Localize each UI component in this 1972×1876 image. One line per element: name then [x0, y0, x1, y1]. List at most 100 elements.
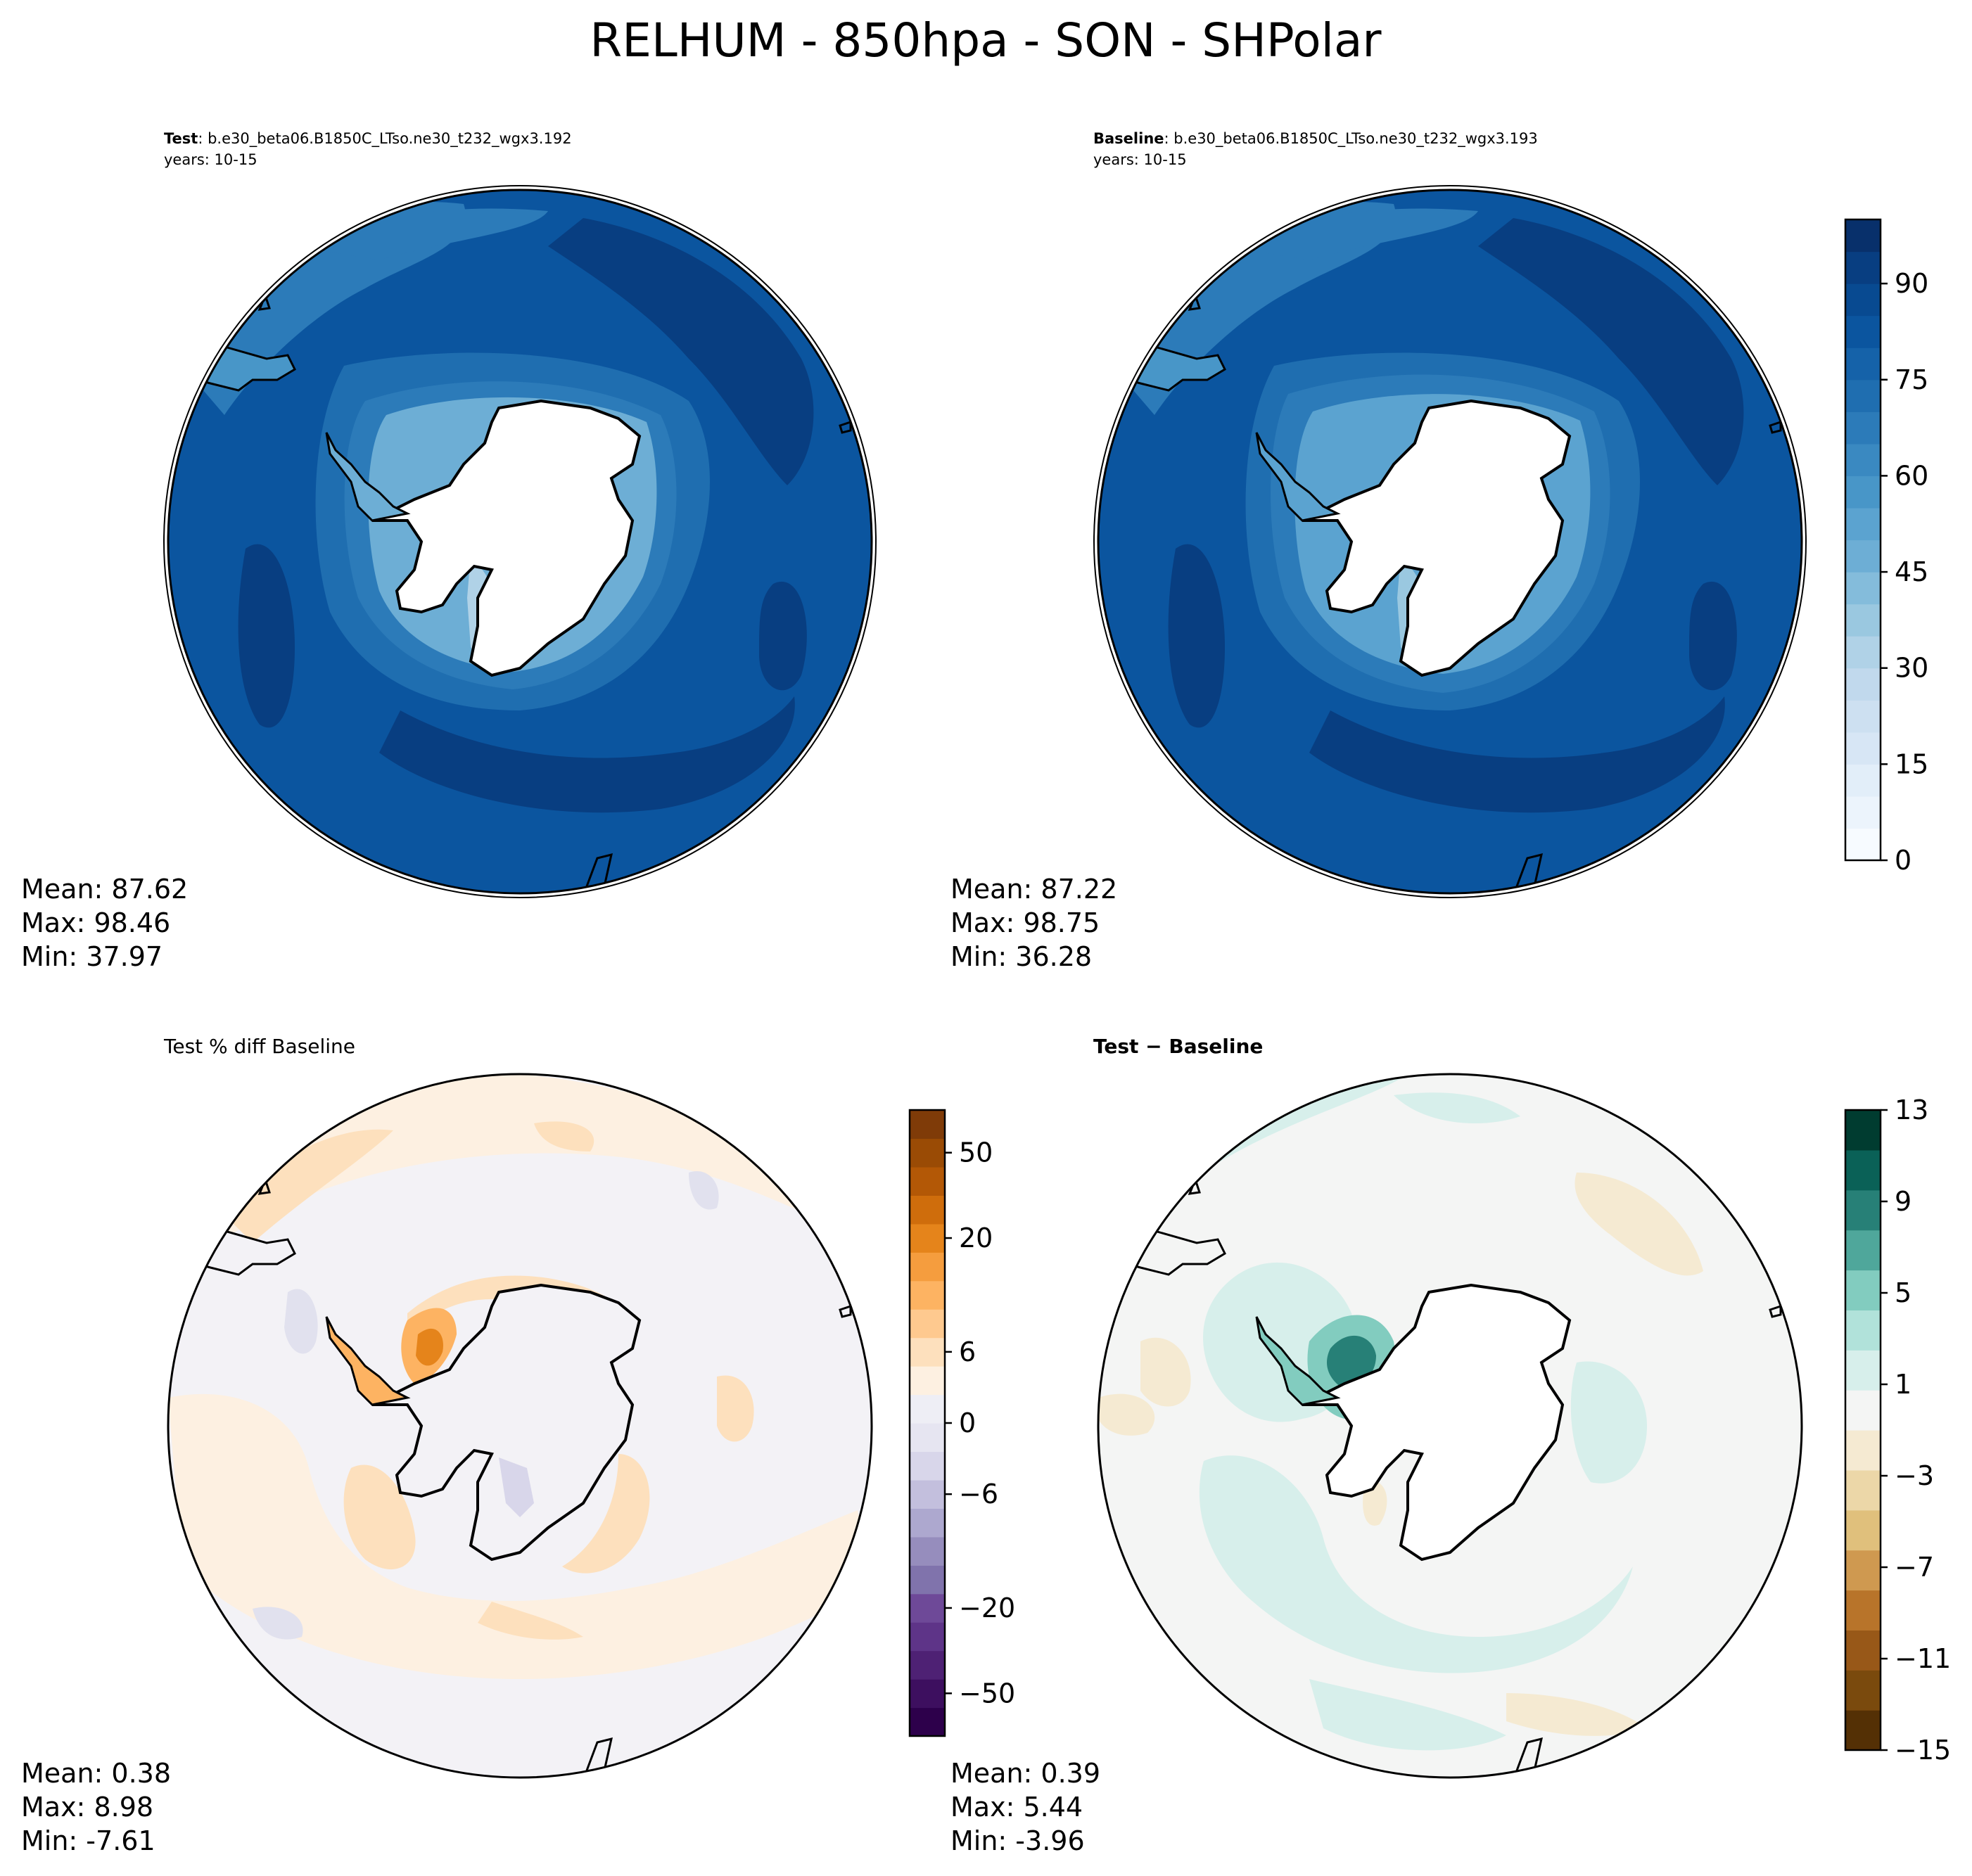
colorbar-diff-swatch [1845, 1590, 1881, 1631]
colorbar-diff-swatch [1845, 1430, 1881, 1471]
figure-title: RELHUM - 850hpa - SON - SHPolar [590, 13, 1382, 68]
colorbar-pct-tick-label: −6 [959, 1479, 998, 1510]
colorbar-main-swatch [1845, 476, 1881, 509]
baseline-years: years: 10-15 [1093, 151, 1187, 168]
colorbar-diff-tick-label: 1 [1895, 1369, 1911, 1400]
colorbar-diff-tick-label: −15 [1895, 1735, 1951, 1766]
colorbar-diff-swatch [1845, 1510, 1881, 1551]
pct-diff-header: Test % diff Baseline [163, 1035, 355, 1058]
colorbar-diff-swatch [1845, 1189, 1881, 1231]
colorbar-main-tick-label: 90 [1895, 268, 1928, 299]
colorbar-pct-swatch [910, 1337, 945, 1367]
colorbar-pct-swatch [910, 1195, 945, 1225]
panel-diff: Test − Baseline [950, 1035, 1803, 1856]
colorbar-main-swatch [1845, 443, 1881, 476]
test-stat-max: Max: 98.46 [21, 907, 170, 938]
colorbar-main-swatch [1845, 347, 1881, 381]
test-stat-min: Min: 37.97 [21, 941, 163, 972]
baseline-stat-mean: Mean: 87.22 [950, 874, 1117, 905]
colorbar-pct-swatch [910, 1394, 945, 1424]
colorbar-diff-swatch [1845, 1469, 1881, 1511]
colorbar-main-swatch [1845, 572, 1881, 605]
test-header-bold: Test [164, 130, 198, 147]
colorbar-pct-tick-label: 50 [959, 1137, 993, 1168]
colorbar-main-swatch [1845, 796, 1881, 829]
colorbar-main-swatch [1845, 219, 1881, 253]
colorbar-diff-tick-label: 13 [1895, 1095, 1928, 1125]
colorbar-diff: −15 −11 −7 −3 1 5 9 13 [1844, 1095, 1951, 1766]
diff-stat-mean: Mean: 0.39 [950, 1758, 1100, 1789]
colorbar-main-swatch [1845, 828, 1881, 861]
colorbar-main-tick-label: 30 [1895, 653, 1928, 684]
colorbar-pct-tick-label: 0 [959, 1408, 976, 1438]
colorbar-diff-swatch [1845, 1149, 1881, 1191]
colorbar-main-frame [1844, 218, 1882, 862]
colorbar-diff-swatch [1845, 1310, 1881, 1351]
colorbar-pct-tick-label: −50 [959, 1678, 1015, 1709]
colorbar-main-tick-label: 15 [1895, 748, 1928, 779]
colorbar-main-tick-label: 60 [1895, 460, 1928, 491]
colorbar-pct-swatch [910, 1138, 945, 1168]
pct-diff-stat-min: Min: -7.61 [21, 1825, 155, 1856]
colorbar-diff-tick-label: −11 [1895, 1643, 1951, 1674]
colorbar-pct-swatch [910, 1650, 945, 1680]
colorbar-diff-tick-label: −7 [1895, 1552, 1934, 1583]
colorbar-main-swatch [1845, 700, 1881, 733]
panel-baseline: Baseline: b.e30_beta06.B1850C_LTso.ne30_… [950, 130, 1807, 972]
colorbar-diff-swatch [1845, 1270, 1881, 1310]
diff-stat-max: Max: 5.44 [950, 1792, 1083, 1823]
colorbar-pct-swatch [910, 1223, 945, 1253]
colorbar-main-swatch [1845, 315, 1881, 348]
baseline-map [1098, 190, 1802, 893]
colorbar-main-swatch [1845, 604, 1881, 637]
colorbar-pct-swatch [910, 1536, 945, 1566]
colorbar-main-swatch [1845, 379, 1881, 412]
colorbar-main-swatch [1845, 636, 1881, 669]
colorbar-main-swatch [1845, 764, 1881, 797]
colorbar-pct-tick-label: 6 [959, 1336, 976, 1367]
colorbar-pct-swatch [910, 1110, 945, 1140]
colorbar-diff-tick-label: 5 [1895, 1277, 1911, 1308]
panel-test: Test: b.e30_beta06.B1850C_LTso.ne30_t232… [21, 130, 877, 972]
colorbar-pct-swatch [910, 1593, 945, 1623]
diff-map [1098, 1074, 1802, 1778]
colorbar-pct-swatch [910, 1707, 945, 1737]
colorbar-main-swatch [1845, 251, 1881, 284]
diff-header: Test − Baseline [1093, 1035, 1263, 1058]
colorbar-main: 0 15 30 45 60 75 90 [1844, 218, 1928, 876]
baseline-header-rest: : b.e30_beta06.B1850C_LTso.ne30_t232_wgx… [1164, 130, 1538, 148]
colorbar-pct-swatch [910, 1451, 945, 1481]
colorbar-main-swatch [1845, 668, 1881, 701]
panel-pct-diff: Test % diff Baseline [21, 1035, 873, 1856]
baseline-stat-max: Max: 98.75 [950, 907, 1100, 938]
colorbar-diff-swatch [1845, 1630, 1881, 1671]
colorbar-main-swatch [1845, 411, 1881, 445]
colorbar-pct-swatch [910, 1479, 945, 1509]
colorbar-diff-tick-label: −3 [1895, 1460, 1934, 1491]
colorbar-pct-diff: −50 −20 −6 0 6 20 50 [908, 1109, 1015, 1737]
diff-stat-min: Min: -3.96 [950, 1825, 1085, 1856]
colorbar-pct-swatch [910, 1309, 945, 1339]
baseline-stat-min: Min: 36.28 [950, 941, 1092, 972]
test-years: years: 10-15 [164, 151, 257, 168]
colorbar-diff-swatch [1845, 1230, 1881, 1271]
svg-text:Test: b.e30_beta06.B1850C_LTso: Test: b.e30_beta06.B1850C_LTso.ne30_t232… [164, 130, 572, 148]
colorbar-diff-swatch [1845, 1710, 1881, 1751]
colorbar-pct-swatch [910, 1423, 945, 1453]
colorbar-pct-swatch [910, 1252, 945, 1282]
colorbar-main-swatch [1845, 507, 1881, 541]
test-stat-mean: Mean: 87.62 [21, 874, 188, 905]
colorbar-pct-tick-label: 20 [959, 1223, 993, 1253]
colorbar-diff-frame [1844, 1109, 1882, 1751]
colorbar-diff-swatch [1845, 1110, 1881, 1151]
colorbar-pct-swatch [910, 1565, 945, 1595]
pct-diff-stat-mean: Mean: 0.38 [21, 1758, 171, 1789]
pct-diff-stat-max: Max: 8.98 [21, 1792, 153, 1823]
colorbar-pct-swatch [910, 1508, 945, 1538]
colorbar-main-tick-label: 45 [1895, 556, 1928, 587]
colorbar-main-tick-label: 0 [1895, 845, 1911, 876]
colorbar-diff-swatch [1845, 1350, 1881, 1391]
test-map [168, 190, 872, 893]
colorbar-diff-swatch [1845, 1550, 1881, 1591]
